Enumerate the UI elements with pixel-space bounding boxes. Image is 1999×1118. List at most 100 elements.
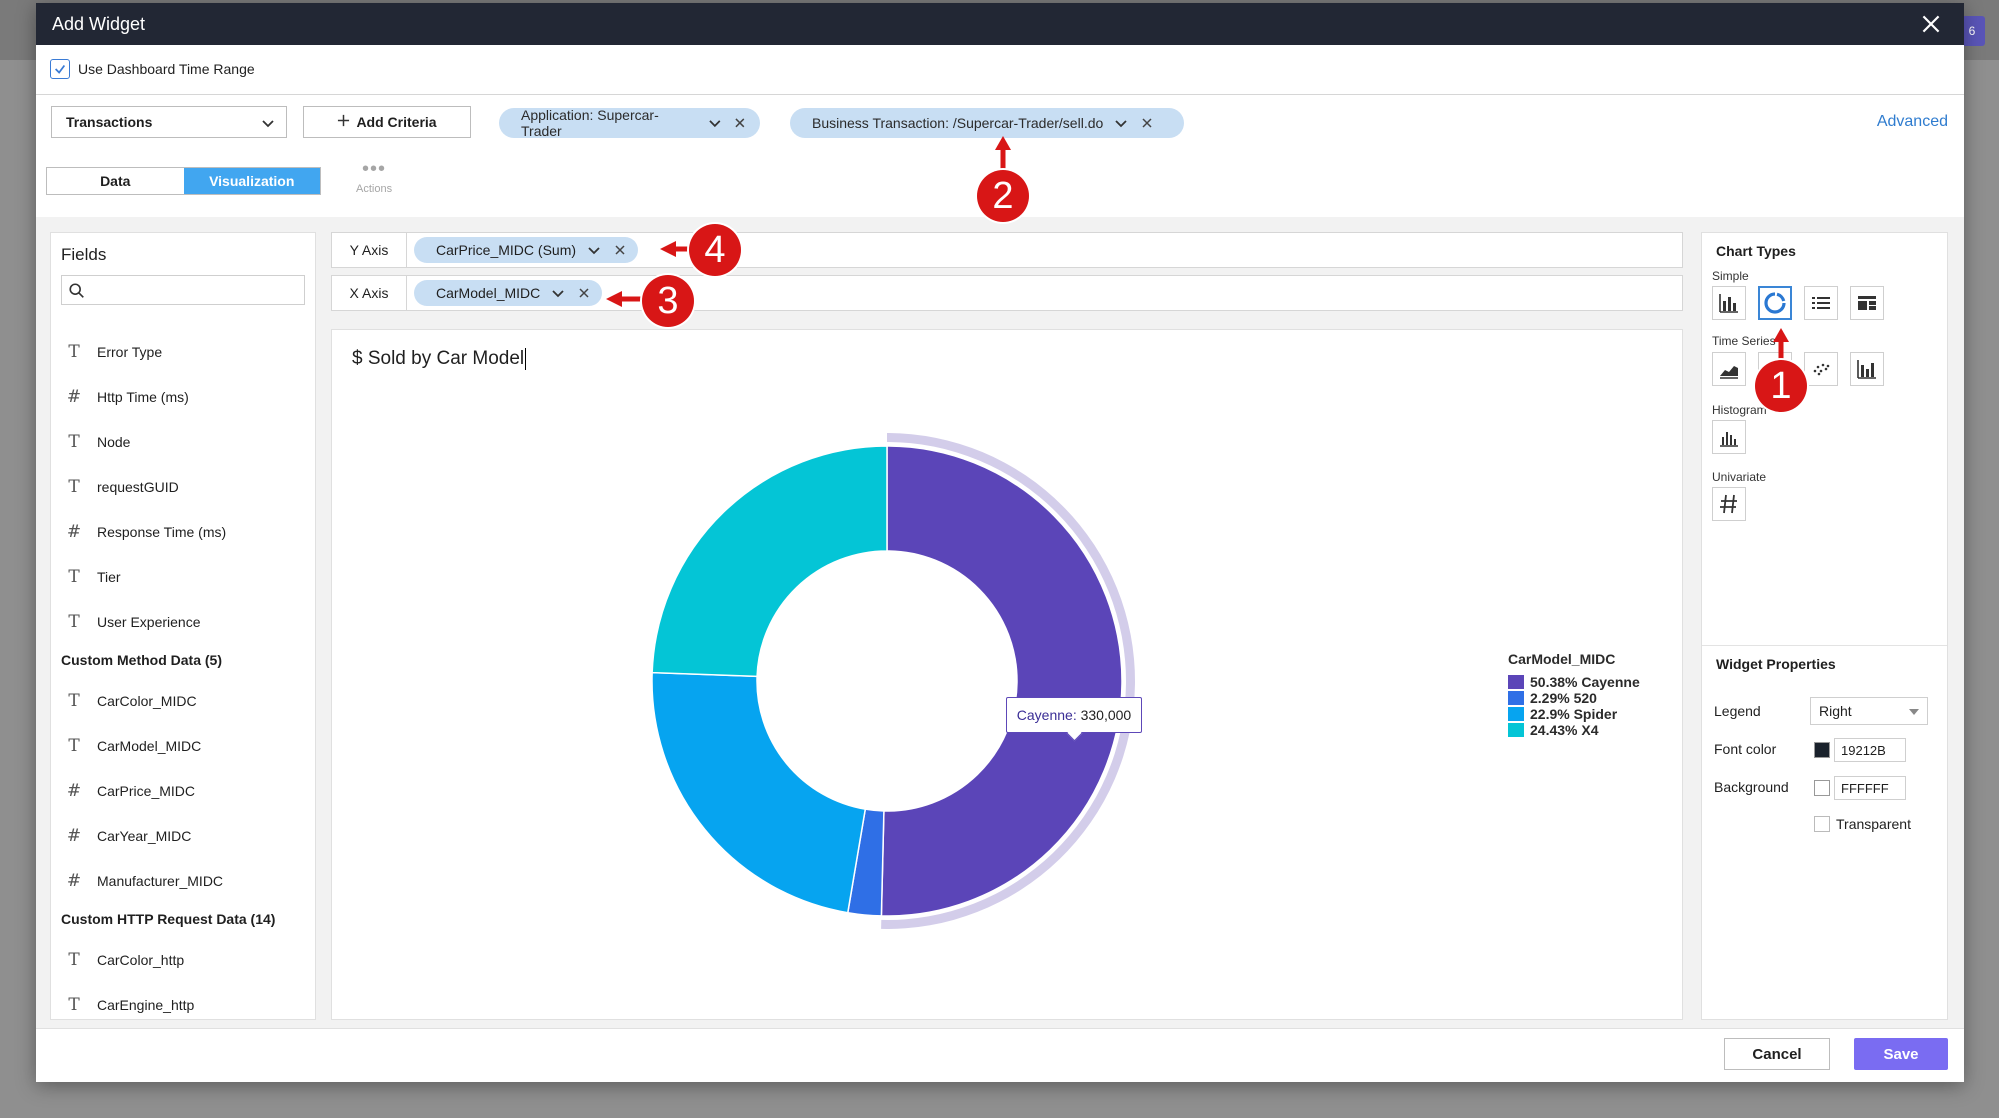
field-item[interactable]: # Manufacturer_MIDC [61, 858, 315, 903]
legend-label: 50.38% Cayenne [1530, 674, 1640, 690]
view-tabs: Data Visualization [46, 167, 321, 195]
source-select[interactable]: Transactions [51, 106, 287, 138]
number-type-icon: # [66, 870, 82, 891]
field-label: User Experience [97, 613, 201, 630]
legend-swatch [1508, 707, 1524, 721]
field-item[interactable]: T CarColor_http [61, 937, 315, 982]
list-chart-button[interactable] [1804, 286, 1838, 320]
donut-slice-spider[interactable] [651, 671, 867, 914]
chart-types-panel: Chart Types Simple Time Series Histogram [1701, 232, 1948, 1020]
donut-slice-cayenne[interactable] [880, 445, 1123, 917]
tab-data[interactable]: Data [100, 173, 131, 189]
field-item[interactable]: # Http Time (ms) [61, 374, 315, 419]
legend-label: 22.9% Spider [1530, 706, 1618, 722]
chart-title-input[interactable]: $ Sold by Car Model [352, 348, 527, 370]
divider [36, 1028, 1964, 1029]
column-chart-button[interactable] [1850, 352, 1884, 386]
text-type-icon: T [68, 735, 80, 756]
field-item[interactable]: T Node [61, 419, 315, 464]
legend-position-select[interactable]: Right [1810, 697, 1928, 725]
fields-search-input[interactable] [61, 275, 305, 305]
legend-item-x4[interactable]: 24.43% X4 [1508, 722, 1640, 738]
transparent-checkbox[interactable] [1814, 816, 1830, 832]
field-label: requestGUID [97, 478, 179, 495]
field-item[interactable]: T Tier [61, 554, 315, 599]
field-item[interactable]: # CarPrice_MIDC [61, 768, 315, 813]
chevron-down-icon[interactable] [707, 115, 723, 131]
field-item[interactable]: T CarColor_MIDC [61, 678, 315, 723]
advanced-link[interactable]: Advanced [1876, 113, 1948, 130]
number-type-icon: # [66, 521, 82, 542]
font-color-label: Font color [1714, 741, 1777, 757]
treemap-icon [1858, 296, 1876, 310]
field-item[interactable]: T CarModel_MIDC [61, 723, 315, 768]
remove-icon[interactable] [612, 242, 628, 258]
tooltip-key: Cayenne: [1016, 707, 1077, 723]
field-label: CarColor_MIDC [97, 692, 197, 709]
number-type-icon: # [66, 825, 82, 846]
chevron-down-icon[interactable] [550, 285, 566, 301]
field-item[interactable]: T User Experience [61, 599, 315, 644]
field-label: CarYear_MIDC [97, 827, 192, 844]
legend-label: 2.29% 520 [1530, 690, 1597, 706]
tab-visualization[interactable]: Visualization [183, 168, 320, 194]
transparent-label: Transparent [1836, 816, 1911, 832]
univariate-chart-button[interactable] [1712, 487, 1746, 521]
histogram-heading: Histogram [1712, 403, 1767, 417]
chevron-down-icon[interactable] [586, 242, 602, 258]
field-group-heading: Custom HTTP Request Data (14) [61, 911, 276, 927]
legend-label: 24.43% X4 [1530, 722, 1599, 738]
field-label: Node [97, 433, 131, 450]
histogram-chart-button[interactable] [1712, 420, 1746, 454]
bar-chart-button[interactable] [1712, 286, 1746, 320]
area-chart-icon [1720, 366, 1738, 379]
annotation-callout-2: 2 [977, 170, 1029, 222]
chevron-down-icon[interactable] [1113, 115, 1129, 131]
add-widget-modal: Add Widget Use Dashboard Time Range Tran… [36, 3, 1964, 1082]
background-color-input[interactable]: FFFFFF [1834, 776, 1906, 800]
y-axis-chip[interactable]: CarPrice_MIDC (Sum) [414, 237, 639, 263]
area-chart-button[interactable] [1712, 352, 1746, 386]
save-button[interactable]: Save [1854, 1038, 1948, 1070]
treemap-chart-button[interactable] [1850, 286, 1884, 320]
scatter-chart-button[interactable] [1804, 352, 1838, 386]
x-axis-chip[interactable]: CarModel_MIDC [414, 280, 603, 306]
background-color-swatch[interactable] [1814, 780, 1830, 796]
legend-swatch [1508, 723, 1524, 737]
close-icon[interactable] [1918, 11, 1944, 37]
field-item[interactable]: # Response Time (ms) [61, 509, 315, 554]
criteria-chip-application[interactable]: Application: Supercar-Trader [499, 107, 760, 139]
text-type-icon: T [68, 566, 80, 587]
font-color-input[interactable]: 19212B [1834, 738, 1906, 762]
donut-slice-x4[interactable] [651, 445, 888, 678]
chip-label: CarPrice_MIDC (Sum) [436, 242, 577, 258]
font-color-swatch[interactable] [1814, 742, 1830, 758]
chart-title: $ Sold by Car Model [352, 348, 525, 370]
donut-chart-button[interactable] [1758, 286, 1792, 320]
field-item[interactable]: # CarYear_MIDC [61, 813, 315, 858]
field-item[interactable]: T Error Type [61, 329, 315, 374]
donut-chart-icon [1764, 292, 1786, 314]
time-range-checkbox[interactable] [50, 59, 70, 79]
criteria-chip-business-transaction[interactable]: Business Transaction: /Supercar-Trader/s… [790, 108, 1184, 138]
x-axis-label: X Axis [332, 276, 407, 310]
chip-label: Business Transaction: /Supercar-Trader/s… [812, 115, 1104, 131]
remove-icon[interactable] [576, 285, 592, 301]
modal-titlebar: Add Widget [36, 3, 1964, 45]
cancel-button[interactable]: Cancel [1724, 1038, 1830, 1070]
tooltip-value: 330,000 [1080, 707, 1132, 723]
field-label: Manufacturer_MIDC [97, 872, 224, 889]
remove-icon[interactable] [1139, 115, 1155, 131]
chart-legend: CarModel_MIDC 50.38% Cayenne 2.29% 520 2… [1508, 651, 1640, 738]
legend-item-spider[interactable]: 22.9% Spider [1508, 706, 1640, 722]
remove-icon[interactable] [732, 115, 748, 131]
add-criteria-button[interactable]: Add Criteria [303, 106, 471, 138]
hash-icon [1720, 494, 1737, 514]
legend-item-cayenne[interactable]: 50.38% Cayenne [1508, 674, 1640, 690]
legend-item-520[interactable]: 2.29% 520 [1508, 690, 1640, 706]
chip-label: CarModel_MIDC [436, 285, 541, 301]
field-item[interactable]: T CarEngine_http [61, 982, 315, 1019]
actions-button[interactable]: ••• Actions [356, 159, 392, 195]
